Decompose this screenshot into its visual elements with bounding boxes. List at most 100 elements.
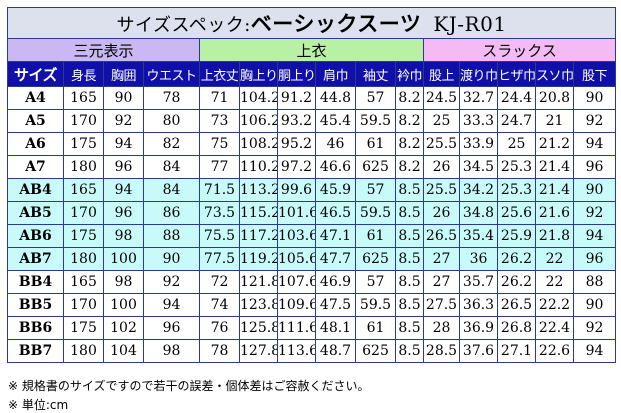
table-row: AB5 170 96 86 73.5 115.2 101.6 46.5 59.5 8.5 26 34.… (7, 201, 617, 225)
table-cell: 104 (103, 339, 144, 363)
table-cell: 57 (355, 270, 396, 294)
table-cell: 25.9 (497, 224, 536, 248)
column-header-row: サイズ 身長 胸囲 ウエスト 上衣丈 胸上り 胴上り 肩巾 袖丈 衿巾 股上 渡り巾 ヒザ巾 スソ巾 股下 (7, 61, 617, 87)
size-label-cell: BB5 (7, 293, 64, 317)
table-cell: 104.2 (239, 86, 278, 110)
table-cell: 22 (535, 247, 574, 271)
table-cell: 44.8 (315, 86, 356, 110)
table-cell: 8.5 (395, 224, 424, 248)
group-sanshi: 三元表示 (7, 38, 200, 62)
table-cell: 93.2 (277, 109, 316, 133)
column-header: 袖丈 (355, 61, 396, 87)
column-header: ウエスト (143, 61, 200, 87)
table-cell: 98 (143, 339, 200, 363)
table-row: A7 180 96 84 77 110.2 97.2 46.6 625 8.2 26 34.5 25.3… (7, 155, 617, 179)
table-cell: 100 (103, 247, 144, 271)
table-cell: 95.2 (277, 132, 316, 156)
table-cell: 26.8 (497, 316, 536, 340)
table-cell: 74 (199, 293, 240, 317)
table-cell: 78 (199, 339, 240, 363)
size-label-cell: BB7 (7, 339, 64, 363)
table-cell: 92 (572, 201, 617, 225)
size-label-cell: AB6 (7, 224, 64, 248)
table-cell: 27.1 (497, 339, 536, 363)
table-row: BB4 165 98 92 72 121.8 107.6 46.9 57 8.5 27 35.7 26.… (7, 270, 617, 294)
size-label-cell: A4 (7, 86, 64, 110)
table-cell: 71 (199, 86, 240, 110)
column-header: 肩巾 (315, 61, 356, 87)
column-header: 胴上り (277, 61, 316, 87)
table-cell: 72 (199, 270, 240, 294)
table-cell: 76 (199, 316, 240, 340)
group-header-row: 三元表示 上衣 スラックス (7, 38, 617, 62)
size-label-cell: BB4 (7, 270, 64, 294)
table-cell: 45.4 (315, 109, 356, 133)
table-cell: 71.5 (199, 178, 240, 202)
column-header: 股下 (572, 61, 617, 87)
group-jacket: 上衣 (199, 38, 424, 62)
table-cell: 8.5 (395, 270, 424, 294)
table-cell: 46.5 (315, 201, 356, 225)
table-cell: 96 (572, 155, 617, 179)
table-cell: 36.9 (459, 316, 498, 340)
size-label-cell: BB6 (7, 316, 64, 340)
table-cell: 119.2 (239, 247, 278, 271)
table-cell: 34.8 (459, 201, 498, 225)
table-cell: 27 (423, 270, 460, 294)
table-cell: 175 (63, 316, 104, 340)
table-cell: 78 (143, 86, 200, 110)
table-cell: 25 (497, 132, 536, 156)
table-cell: 8.5 (395, 293, 424, 317)
table-cell: 27 (423, 247, 460, 271)
table-row: A4 165 90 78 71 104.2 91.2 44.8 57 8.2 24.5 32.7 24.… (7, 86, 617, 110)
table-row: A6 175 94 82 75 108.2 95.2 46 61 8.2 25.5 33.9 25 21.… (7, 132, 617, 156)
table-cell: 96 (103, 155, 144, 179)
table-cell: 46.9 (315, 270, 356, 294)
table-cell: 47.7 (315, 247, 356, 271)
table-cell: 125.8 (239, 316, 278, 340)
table-cell: 47.5 (315, 293, 356, 317)
column-header: 胸囲 (103, 61, 144, 87)
table-cell: 127.8 (239, 339, 278, 363)
table-cell: 94 (103, 132, 144, 156)
table-cell: 26.2 (497, 270, 536, 294)
table-cell: 94 (572, 224, 617, 248)
table-cell: 88 (143, 224, 200, 248)
table-cell: 25.5 (423, 178, 460, 202)
table-cell: 90 (572, 178, 617, 202)
table-row: BB7 180 104 98 78 127.8 113.6 48.7 625 8.5 28.5 37.… (7, 339, 617, 363)
size-spec-table: サイズスペック:ベーシックスーツ KJ-R01 三元表示 上衣 スラックス サイズ… (6, 7, 617, 363)
table-cell: 180 (63, 155, 104, 179)
table-cell: 101.6 (277, 201, 316, 225)
table-cell: 625 (355, 247, 396, 271)
table-cell: 88 (572, 270, 617, 294)
table-row: BB5 170 100 94 74 123.8 109.6 47.5 59.5 8.5 27.5 36… (7, 293, 617, 317)
table-cell: 117.2 (239, 224, 278, 248)
table-cell: 103.6 (277, 224, 316, 248)
table-cell: 25.3 (497, 178, 536, 202)
note-unit: ※ 単位:cm (8, 398, 69, 412)
table-cell: 28.5 (423, 339, 460, 363)
table-cell: 625 (355, 339, 396, 363)
table-cell: 625 (355, 155, 396, 179)
table-cell: 121.8 (239, 270, 278, 294)
column-header: 衿巾 (395, 61, 424, 87)
table-cell: 82 (143, 132, 200, 156)
title-product: ベーシックスーツ (250, 11, 422, 36)
column-header: 身長 (63, 61, 104, 87)
table-row: AB7 180 100 90 77.5 119.2 105.6 47.7 625 8.5 27 36 2… (7, 247, 617, 271)
table-cell: 96 (572, 247, 617, 271)
size-label-cell: A6 (7, 132, 64, 156)
table-cell: 170 (63, 293, 104, 317)
table-cell: 59.5 (355, 109, 396, 133)
table-cell: 21.4 (535, 178, 574, 202)
table-cell: 80 (143, 109, 200, 133)
table-cell: 26 (423, 201, 460, 225)
table-cell: 25.5 (423, 132, 460, 156)
table-cell: 73.5 (199, 201, 240, 225)
table-cell: 8.2 (395, 132, 424, 156)
table-cell: 8.2 (395, 109, 424, 133)
table-cell: 27.5 (423, 293, 460, 317)
table-cell: 108.2 (239, 132, 278, 156)
table-cell: 21.2 (535, 132, 574, 156)
